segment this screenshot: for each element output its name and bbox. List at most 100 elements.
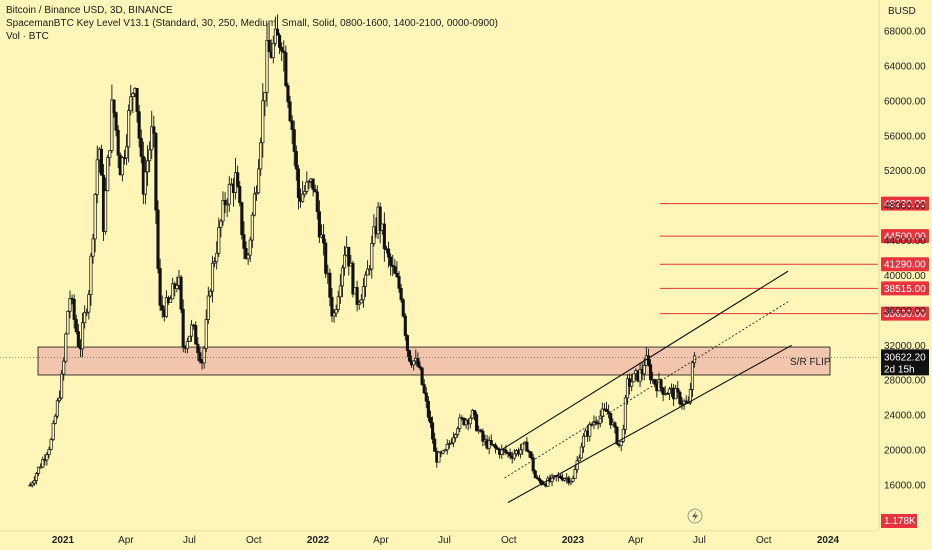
chart-legend: Bitcoin / Binance USD, 3D, BINANCE Space… bbox=[6, 4, 498, 43]
indicator-legend[interactable]: SpacemanBTC Key Level V13.1 (Standard, 3… bbox=[6, 18, 498, 29]
candle bbox=[208, 288, 212, 298]
candle bbox=[189, 320, 194, 342]
candle bbox=[519, 444, 523, 459]
key-level-badge bbox=[881, 257, 929, 272]
candle bbox=[219, 219, 223, 238]
x-tick-label: Apr bbox=[373, 535, 389, 546]
y-tick-label: 40000.00 bbox=[884, 271, 926, 282]
candle bbox=[387, 241, 391, 268]
candle bbox=[248, 236, 252, 262]
candle bbox=[537, 475, 542, 484]
candle bbox=[395, 261, 399, 278]
candle bbox=[600, 402, 604, 423]
candle bbox=[93, 193, 97, 253]
candle bbox=[206, 286, 210, 324]
candle bbox=[529, 451, 533, 460]
candle bbox=[495, 446, 500, 451]
x-tick-label: 2024 bbox=[817, 535, 840, 546]
x-tick-label: Oct bbox=[756, 535, 772, 546]
candle bbox=[112, 99, 116, 118]
key-level-badge bbox=[881, 281, 929, 296]
y-tick-label: 60000.00 bbox=[884, 96, 926, 107]
candle bbox=[164, 290, 168, 319]
sr-zone-label: S/R FLIP bbox=[790, 357, 831, 368]
x-tick-label: 2022 bbox=[307, 535, 330, 546]
candle bbox=[416, 352, 420, 368]
candle bbox=[625, 374, 630, 405]
candle bbox=[475, 411, 479, 432]
y-tick-label: 44000.00 bbox=[884, 236, 926, 247]
x-tick-label: 2023 bbox=[562, 535, 585, 546]
candle bbox=[604, 401, 609, 412]
volume-label: 1.178K bbox=[884, 516, 916, 527]
candle bbox=[91, 234, 95, 264]
candle bbox=[95, 145, 99, 204]
sr-zone[interactable] bbox=[37, 346, 831, 376]
candle bbox=[246, 253, 250, 265]
symbol-title[interactable]: Bitcoin / Binance USD, 3D, BINANCE bbox=[6, 5, 173, 16]
candle bbox=[179, 274, 183, 314]
candle bbox=[307, 179, 311, 190]
candle bbox=[32, 476, 36, 487]
candle bbox=[378, 202, 382, 244]
key-level-label: 41290.00 bbox=[884, 260, 926, 271]
current-price-badge[interactable] bbox=[881, 349, 929, 376]
candle bbox=[621, 424, 625, 443]
candle bbox=[324, 238, 328, 278]
candle bbox=[567, 475, 571, 486]
candle bbox=[152, 115, 156, 148]
key-level-label: 38515.00 bbox=[884, 284, 926, 295]
volume-legend[interactable]: Vol · BTC bbox=[6, 31, 49, 42]
candle bbox=[280, 42, 284, 62]
candle bbox=[238, 181, 242, 207]
x-tick-label: Jul bbox=[183, 535, 196, 546]
countdown-label: 2d 15h bbox=[884, 364, 915, 375]
candle bbox=[160, 295, 164, 319]
candle bbox=[441, 450, 445, 455]
candle bbox=[449, 438, 453, 445]
candle bbox=[129, 84, 133, 116]
candle bbox=[271, 35, 275, 64]
x-tick-label: Oct bbox=[246, 535, 262, 546]
candle bbox=[275, 14, 280, 36]
candle bbox=[204, 309, 208, 353]
candle bbox=[665, 391, 669, 395]
candle bbox=[407, 349, 412, 363]
candle bbox=[135, 87, 139, 123]
candle bbox=[418, 361, 422, 371]
candle bbox=[437, 450, 441, 463]
candle bbox=[169, 295, 173, 303]
candle bbox=[313, 184, 317, 193]
x-tick-label: 2021 bbox=[52, 535, 75, 546]
candle bbox=[426, 396, 430, 422]
candle bbox=[674, 384, 678, 400]
candle bbox=[49, 437, 53, 451]
candle bbox=[51, 420, 55, 441]
candle bbox=[451, 432, 456, 448]
y-tick-label: 68000.00 bbox=[884, 27, 926, 38]
candle bbox=[623, 394, 627, 435]
candle bbox=[252, 186, 256, 217]
x-tick-label: Apr bbox=[628, 535, 644, 546]
candle bbox=[445, 439, 449, 455]
candle bbox=[259, 137, 263, 176]
candle bbox=[368, 264, 372, 276]
candle bbox=[70, 294, 74, 305]
candle bbox=[57, 390, 62, 403]
candle bbox=[41, 456, 45, 469]
candle bbox=[397, 271, 401, 293]
candle bbox=[181, 299, 185, 353]
candle bbox=[47, 446, 51, 458]
candle bbox=[28, 482, 32, 487]
lightning-icon[interactable] bbox=[687, 508, 703, 524]
candle bbox=[372, 214, 376, 247]
candle bbox=[468, 415, 472, 429]
candle bbox=[632, 373, 636, 383]
channel-lower-line[interactable] bbox=[507, 344, 792, 503]
candle bbox=[330, 288, 334, 323]
key-level-label: 44500.00 bbox=[884, 232, 926, 243]
candle bbox=[303, 185, 307, 198]
channel-upper-line[interactable] bbox=[500, 270, 789, 451]
